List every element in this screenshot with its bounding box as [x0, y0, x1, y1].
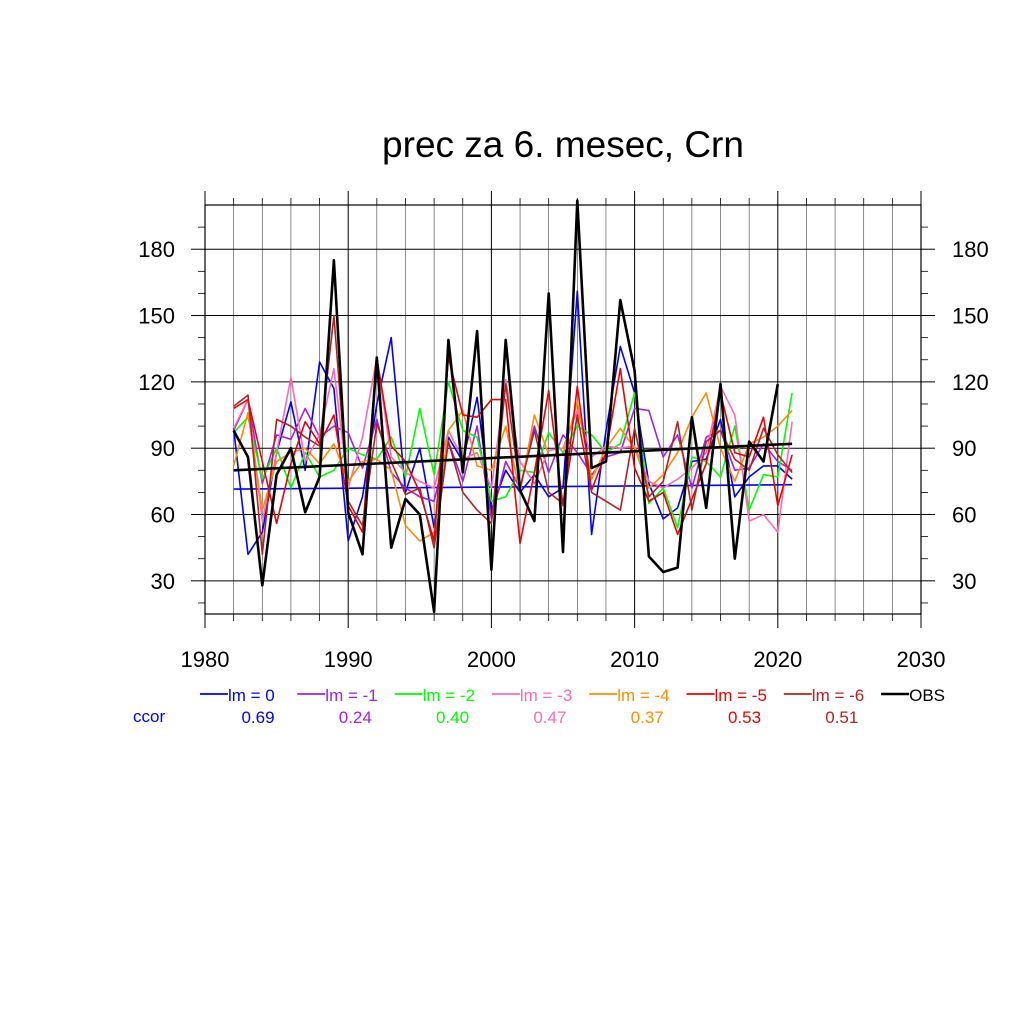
- series-line: [233, 356, 793, 545]
- legend-item: lm = -4 0.37: [589, 686, 670, 727]
- x-tick-label: 1980: [181, 647, 230, 672]
- ccor-value: 0.24: [339, 708, 372, 727]
- y-tick-label-left: 90: [151, 436, 175, 461]
- y-tick-label-left: 180: [138, 237, 175, 262]
- x-tick-label: 2030: [897, 647, 946, 672]
- y-tick-label-right: 90: [952, 436, 976, 461]
- ccor-value: 0.53: [728, 708, 761, 727]
- y-tick-label-left: 150: [138, 304, 175, 329]
- series-line: [232, 392, 793, 542]
- x-tick-label: 2000: [467, 647, 516, 672]
- legend-label: OBS: [909, 686, 945, 705]
- y-tick-label-right: 120: [952, 370, 989, 395]
- chart-title: prec za 6. mesec, Crn: [382, 124, 744, 165]
- series-group: [233, 356, 793, 545]
- legend-label: lm = -2: [423, 686, 475, 705]
- legend-item: lm = -2 0.40: [394, 686, 475, 727]
- x-tick-label: 2010: [610, 647, 659, 672]
- ccor-value: 0.51: [825, 708, 858, 727]
- legend-item: lm = -1 0.24: [297, 686, 378, 727]
- ccor-value: 0.37: [631, 708, 664, 727]
- legend-item: OBS: [881, 686, 945, 705]
- legend-label: lm = 0: [228, 686, 275, 705]
- y-tick-label-right: 60: [952, 503, 976, 528]
- ccor-value: 0.40: [436, 708, 469, 727]
- x-tick-label: 2020: [753, 647, 802, 672]
- legend-item: lm = 0 0.69: [200, 686, 275, 727]
- legend-label: lm = -1: [325, 686, 377, 705]
- legend-label: lm = -4: [617, 686, 669, 705]
- trend-line: [233, 483, 793, 490]
- legend-item: lm = -3 0.47: [491, 686, 572, 727]
- y-tick-label-left: 60: [151, 503, 175, 528]
- series-group: [232, 199, 793, 614]
- legend-item: lm = -5 0.53: [686, 686, 767, 727]
- trend-line: [233, 442, 793, 472]
- plot-frame: [204, 204, 922, 615]
- ccor-label: ccor: [133, 707, 165, 726]
- series-line: [232, 199, 780, 614]
- y-tick-label-right: 180: [952, 237, 989, 262]
- series-group: [232, 392, 793, 542]
- y-tick-label-right: 150: [952, 304, 989, 329]
- ccor-value: 0.69: [241, 708, 274, 727]
- legend-label: lm = -3: [520, 686, 572, 705]
- ccor-value: 0.47: [533, 708, 566, 727]
- x-tick-label: 1990: [324, 647, 373, 672]
- legend-label: lm = -6: [812, 686, 864, 705]
- y-tick-label-right: 30: [952, 569, 976, 594]
- legend-item: lm = -6 0.51: [783, 686, 864, 727]
- legend-label: lm = -5: [715, 686, 767, 705]
- y-tick-label-left: 30: [151, 569, 175, 594]
- y-tick-label-left: 120: [138, 370, 175, 395]
